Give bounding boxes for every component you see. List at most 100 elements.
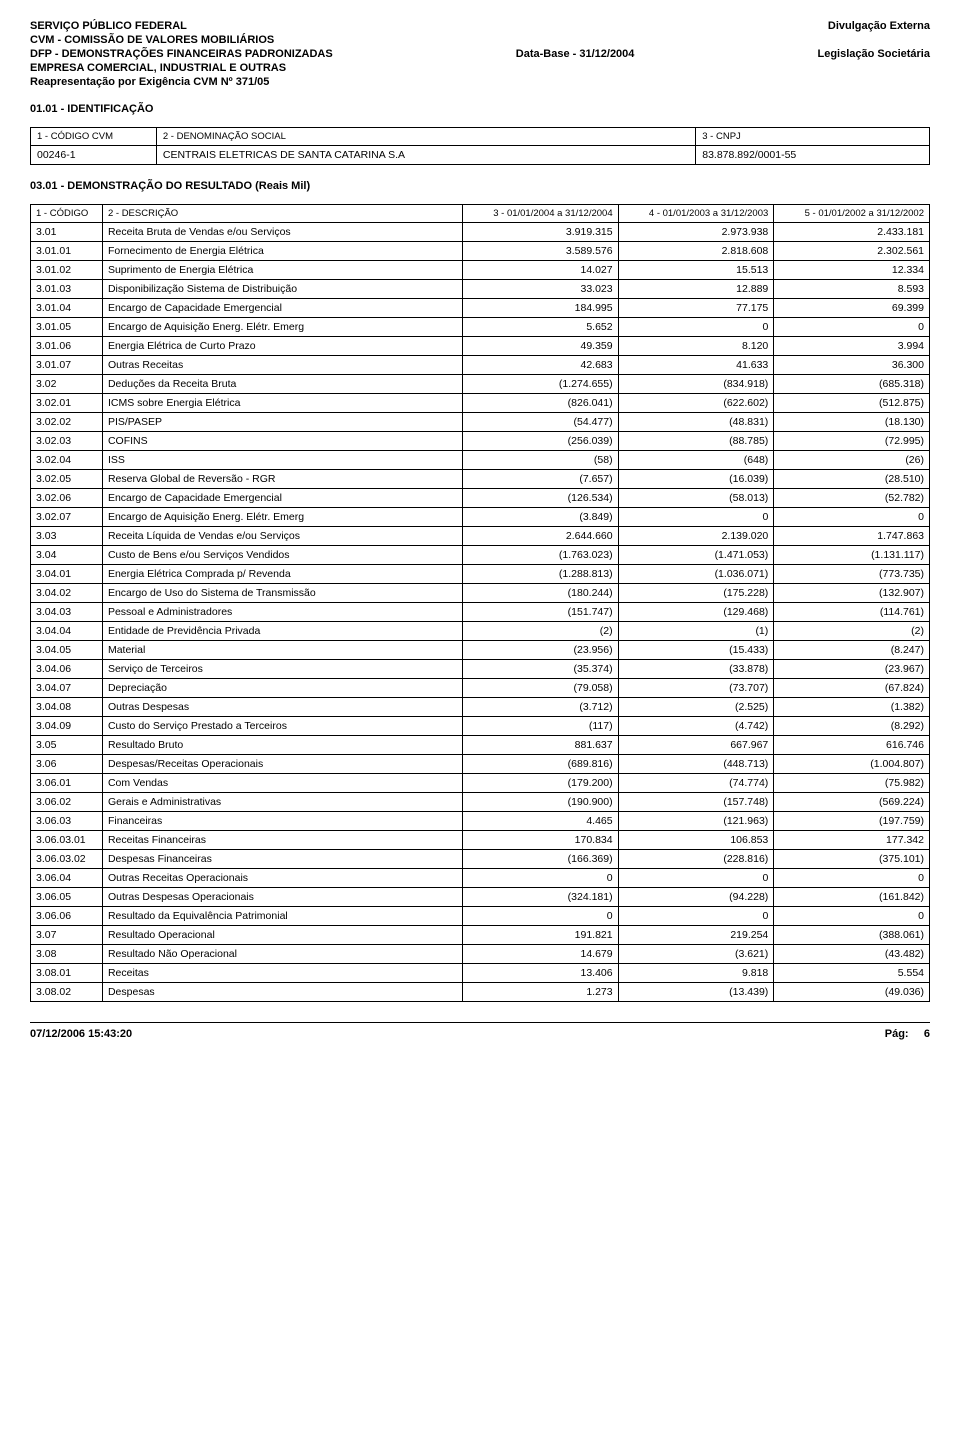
- cell-code: 3.01.03: [31, 280, 103, 299]
- cell-val-1: 5.652: [462, 318, 618, 337]
- cell-desc: Outras Despesas: [102, 698, 462, 717]
- table-row: 3.01Receita Bruta de Vendas e/ou Serviço…: [31, 223, 930, 242]
- table-row: 3.01.03Disponibilização Sistema de Distr…: [31, 280, 930, 299]
- table-row: 3.08Resultado Não Operacional14.679(3.62…: [31, 945, 930, 964]
- cell-val-2: (648): [618, 451, 774, 470]
- cell-code: 3.05: [31, 736, 103, 755]
- header-line-2: CVM - COMISSÃO DE VALORES MOBILIÁRIOS: [30, 34, 274, 46]
- cell-val-1: (2): [462, 622, 618, 641]
- table-row: 3.01.06Energia Elétrica de Curto Prazo49…: [31, 337, 930, 356]
- cell-val-3: (1.131.117): [774, 546, 930, 565]
- th-period-1: 3 - 01/01/2004 a 31/12/2004: [462, 205, 618, 223]
- cell-val-1: (689.816): [462, 755, 618, 774]
- cell-desc: Reserva Global de Reversão - RGR: [102, 470, 462, 489]
- cell-code: 3.01.01: [31, 242, 103, 261]
- cell-val-2: (1.471.053): [618, 546, 774, 565]
- cell-val-1: 1.273: [462, 983, 618, 1002]
- table-row: 3.06.05Outras Despesas Operacionais(324.…: [31, 888, 930, 907]
- cell-val-3: (28.510): [774, 470, 930, 489]
- cell-val-2: (73.707): [618, 679, 774, 698]
- cell-desc: Disponibilização Sistema de Distribuição: [102, 280, 462, 299]
- cell-val-1: 49.359: [462, 337, 618, 356]
- cell-code: 3.01: [31, 223, 103, 242]
- cell-desc: Gerais e Administrativas: [102, 793, 462, 812]
- cell-desc: Energia Elétrica de Curto Prazo: [102, 337, 462, 356]
- cell-code: 3.02.06: [31, 489, 103, 508]
- header-line-4: EMPRESA COMERCIAL, INDUSTRIAL E OUTRAS: [30, 62, 286, 74]
- cell-code: 3.07: [31, 926, 103, 945]
- table-row: 3.04.07Depreciação(79.058)(73.707)(67.82…: [31, 679, 930, 698]
- cell-val-2: 15.513: [618, 261, 774, 280]
- cell-val-1: 14.027: [462, 261, 618, 280]
- cell-code: 3.02.03: [31, 432, 103, 451]
- cell-val-2: (157.748): [618, 793, 774, 812]
- cell-desc: Outras Despesas Operacionais: [102, 888, 462, 907]
- cell-desc: Energia Elétrica Comprada p/ Revenda: [102, 565, 462, 584]
- cell-val-1: (180.244): [462, 584, 618, 603]
- cell-val-2: 0: [618, 869, 774, 888]
- cell-val-3: 177.342: [774, 831, 930, 850]
- table-row: 3.06.04Outras Receitas Operacionais000: [31, 869, 930, 888]
- cell-code: 3.04.09: [31, 717, 103, 736]
- cell-val-1: (256.039): [462, 432, 618, 451]
- table-row: 3.04.08Outras Despesas(3.712)(2.525)(1.3…: [31, 698, 930, 717]
- cell-val-3: 1.747.863: [774, 527, 930, 546]
- cell-desc: Despesas Financeiras: [102, 850, 462, 869]
- cell-desc: Receitas: [102, 964, 462, 983]
- cell-val-2: 41.633: [618, 356, 774, 375]
- cell-val-2: 106.853: [618, 831, 774, 850]
- th-codigo: 1 - CÓDIGO: [31, 205, 103, 223]
- cell-code: 3.02.04: [31, 451, 103, 470]
- footer-page-number: 6: [924, 1028, 930, 1040]
- cell-val-3: (49.036): [774, 983, 930, 1002]
- table-row: 3.06.03Financeiras4.465(121.963)(197.759…: [31, 812, 930, 831]
- footer-page: Pág: 6: [885, 1028, 930, 1040]
- cell-val-3: 0: [774, 508, 930, 527]
- cell-val-3: (161.842): [774, 888, 930, 907]
- cell-val-2: (175.228): [618, 584, 774, 603]
- cell-val-1: (166.369): [462, 850, 618, 869]
- cell-val-1: (35.374): [462, 660, 618, 679]
- table-row: 3.04.01Energia Elétrica Comprada p/ Reve…: [31, 565, 930, 584]
- cell-val-3: 3.994: [774, 337, 930, 356]
- cell-val-1: 170.834: [462, 831, 618, 850]
- cell-val-3: 8.593: [774, 280, 930, 299]
- cell-code: 3.06.06: [31, 907, 103, 926]
- id-label-denominacao: 2 - DENOMINAÇÃO SOCIAL: [156, 128, 695, 146]
- cell-val-3: (685.318): [774, 375, 930, 394]
- cell-desc: ICMS sobre Energia Elétrica: [102, 394, 462, 413]
- cell-val-1: (1.763.023): [462, 546, 618, 565]
- cell-val-2: (16.039): [618, 470, 774, 489]
- cell-val-1: 4.465: [462, 812, 618, 831]
- result-table: 1 - CÓDIGO 2 - DESCRIÇÃO 3 - 01/01/2004 …: [30, 204, 930, 1002]
- header-line-3: DFP - DEMONSTRAÇÕES FINANCEIRAS PADRONIZ…: [30, 48, 333, 60]
- cell-val-2: 77.175: [618, 299, 774, 318]
- cell-code: 3.04.07: [31, 679, 103, 698]
- cell-val-3: 0: [774, 907, 930, 926]
- th-period-2: 4 - 01/01/2003 a 31/12/2003: [618, 205, 774, 223]
- cell-code: 3.01.02: [31, 261, 103, 280]
- cell-val-1: (3.849): [462, 508, 618, 527]
- cell-val-1: 184.995: [462, 299, 618, 318]
- cell-desc: Resultado Não Operacional: [102, 945, 462, 964]
- cell-val-1: 14.679: [462, 945, 618, 964]
- cell-val-2: (121.963): [618, 812, 774, 831]
- cell-desc: Pessoal e Administradores: [102, 603, 462, 622]
- cell-val-1: 2.644.660: [462, 527, 618, 546]
- cell-desc: Entidade de Previdência Privada: [102, 622, 462, 641]
- cell-code: 3.04.04: [31, 622, 103, 641]
- cell-val-3: (569.224): [774, 793, 930, 812]
- table-row: 3.02Deduções da Receita Bruta(1.274.655)…: [31, 375, 930, 394]
- cell-desc: Material: [102, 641, 462, 660]
- cell-code: 3.01.06: [31, 337, 103, 356]
- header-center-3: Data-Base - 31/12/2004: [516, 48, 635, 60]
- cell-val-2: (622.602): [618, 394, 774, 413]
- cell-desc: Outras Receitas Operacionais: [102, 869, 462, 888]
- table-row: 3.06.01Com Vendas(179.200)(74.774)(75.98…: [31, 774, 930, 793]
- cell-code: 3.02: [31, 375, 103, 394]
- cell-code: 3.04.03: [31, 603, 103, 622]
- cell-val-1: (826.041): [462, 394, 618, 413]
- cell-val-2: (1): [618, 622, 774, 641]
- cell-code: 3.01.04: [31, 299, 103, 318]
- cell-val-1: (190.900): [462, 793, 618, 812]
